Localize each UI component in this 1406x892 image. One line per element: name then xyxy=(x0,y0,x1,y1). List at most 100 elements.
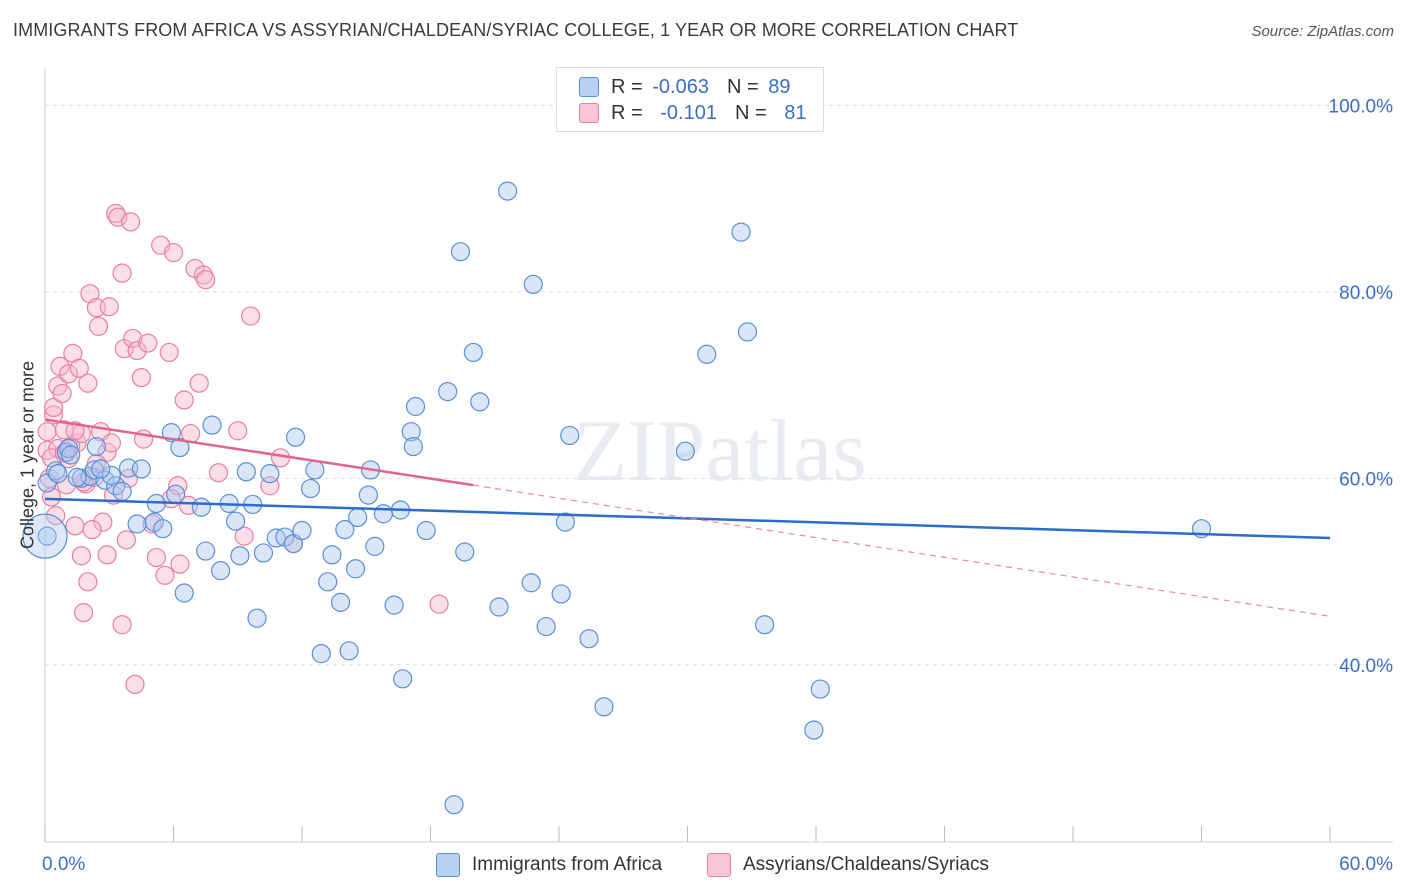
data-point-africa xyxy=(230,546,250,566)
africa-swatch xyxy=(579,77,599,97)
data-point-africa xyxy=(253,543,274,563)
data-point-africa xyxy=(358,485,378,505)
data-point-assyrians xyxy=(37,422,57,442)
data-point-assyrians xyxy=(138,333,158,353)
data-point-assyrians xyxy=(80,284,100,304)
trend-line-africa xyxy=(44,497,1331,540)
data-point-assyrians xyxy=(78,572,98,592)
data-point-africa xyxy=(339,641,359,661)
data-point-africa xyxy=(536,616,556,637)
y-tick-label: 100.0% xyxy=(1329,96,1394,117)
data-point-assyrians xyxy=(174,390,194,410)
trend-lines xyxy=(44,418,1331,617)
data-point-assyrians xyxy=(58,364,79,384)
data-point-africa xyxy=(226,511,246,531)
data-point-africa xyxy=(318,572,338,592)
data-point-africa xyxy=(211,561,231,581)
data-point-africa xyxy=(438,381,458,402)
data-point-africa xyxy=(365,536,385,556)
data-point-assyrians xyxy=(101,433,121,453)
data-point-assyrians xyxy=(159,342,179,363)
data-point-assyrians xyxy=(189,373,209,393)
data-point-assyrians xyxy=(170,554,190,574)
y-tick-label: 60.0% xyxy=(1339,469,1393,490)
data-point-africa xyxy=(405,396,426,417)
data-point-africa xyxy=(403,437,423,457)
data-point-africa xyxy=(498,181,518,201)
data-point-assyrians xyxy=(131,368,151,388)
r-value: -0.063 xyxy=(652,75,709,98)
stats-row-africa: R = -0.063 N = 89 xyxy=(579,75,790,99)
data-point-assyrians xyxy=(155,565,175,585)
data-point-assyrians xyxy=(65,421,85,441)
data-point-africa xyxy=(202,415,222,435)
data-point-assyrians xyxy=(65,516,85,536)
source-label: Source: ZipAtlas.com xyxy=(1251,23,1394,40)
data-point-africa xyxy=(196,541,216,561)
chart-title: IMMIGRANTS FROM AFRICA VS ASSYRIAN/CHALD… xyxy=(13,20,1019,40)
data-point-assyrians xyxy=(123,328,143,349)
x-tick-label: 60.0% xyxy=(1339,854,1393,875)
data-point-africa xyxy=(450,242,471,262)
data-point-assyrians xyxy=(69,358,89,378)
data-point-africa xyxy=(131,459,151,479)
tick-labels: 40.0% 60.0% 80.0% 100.0% 0.0% 60.0% xyxy=(42,96,1393,875)
n-value: 81 xyxy=(784,101,807,124)
n-label: N = xyxy=(726,75,759,98)
data-point-africa xyxy=(300,478,321,499)
data-point-africa xyxy=(345,559,366,579)
data-point-africa xyxy=(810,679,830,699)
data-point-africa xyxy=(594,697,614,717)
data-point-africa xyxy=(579,629,599,649)
data-point-assyrians xyxy=(93,512,113,532)
r-label: R = xyxy=(611,75,643,98)
data-point-assyrians xyxy=(112,615,132,635)
data-point-africa xyxy=(170,437,190,458)
grid xyxy=(45,104,1393,666)
stats-row-assyrians: R = -0.101 N = 81 xyxy=(579,101,806,125)
data-point-africa xyxy=(260,464,280,484)
data-point-africa xyxy=(153,519,173,539)
data-point-assyrians xyxy=(228,421,248,441)
data-point-africa xyxy=(737,322,758,342)
data-point-africa xyxy=(91,459,111,479)
data-point-assyrians xyxy=(52,383,72,404)
data-point-assyrians xyxy=(112,263,132,283)
legend-label-africa: Immigrants from Africa xyxy=(472,854,663,875)
data-point-africa xyxy=(551,584,571,604)
data-point-africa-large xyxy=(22,513,68,559)
data-point-assyrians xyxy=(163,243,184,263)
data-point-africa xyxy=(48,464,68,484)
assyrians-legend-swatch xyxy=(707,853,731,877)
data-point-africa xyxy=(335,520,355,540)
data-point-assyrians xyxy=(78,373,98,393)
stats-legend: R = -0.063 N = 89 R = -0.101 N = 81 xyxy=(556,67,824,132)
data-point-africa xyxy=(470,392,490,412)
data-point-africa xyxy=(174,583,194,603)
data-point-africa xyxy=(754,615,775,635)
data-point-assyrians xyxy=(99,297,119,317)
data-point-africa xyxy=(236,462,256,482)
data-point-africa xyxy=(384,595,404,615)
data-point-africa xyxy=(416,520,436,541)
data-point-africa xyxy=(804,720,824,740)
assyrians-swatch xyxy=(579,103,599,123)
africa-legend-swatch xyxy=(436,853,460,877)
x-tick-label: 0.0% xyxy=(42,854,85,875)
r-label: R = xyxy=(611,101,643,124)
legend-item-assyrians[interactable]: Assyrians/Chaldeans/Syriacs xyxy=(707,852,989,878)
data-point-assyrians xyxy=(208,463,229,483)
data-point-africa xyxy=(292,520,312,541)
data-point-assyrians xyxy=(43,397,64,418)
data-point-assyrians xyxy=(125,674,145,695)
data-point-africa xyxy=(191,497,211,517)
legend-label-assyrians: Assyrians/Chaldeans/Syriacs xyxy=(743,854,990,875)
legend-item-africa[interactable]: Immigrants from Africa xyxy=(436,852,662,878)
r-value: -0.101 xyxy=(660,101,717,124)
data-point-africa xyxy=(61,445,81,465)
data-point-africa xyxy=(37,526,57,546)
data-point-africa xyxy=(101,465,121,486)
data-point-africa xyxy=(675,441,695,461)
data-point-africa xyxy=(444,795,464,815)
data-point-assyrians xyxy=(116,530,136,550)
